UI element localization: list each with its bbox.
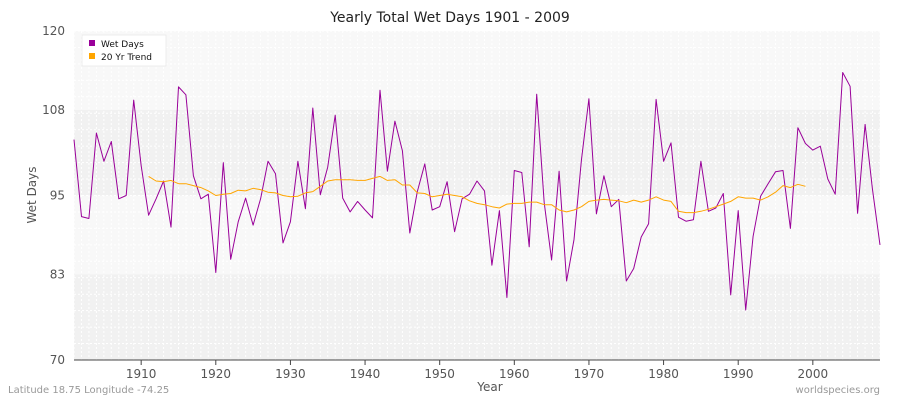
chart-title: Yearly Total Wet Days 1901 - 2009 [329, 10, 570, 26]
x-tick-label: 1990 [723, 367, 754, 381]
x-tick-label: 1950 [424, 367, 455, 381]
series-line-trend [148, 175, 806, 214]
y-tick-label: 108 [42, 103, 65, 117]
x-tick-label: 2000 [798, 367, 829, 381]
footer-coordinates: Latitude 18.75 Longitude -74.25 [8, 385, 169, 396]
legend-swatch-trend [89, 53, 95, 59]
x-tick-label: 1930 [275, 367, 306, 381]
y-tick-label: 70 [50, 353, 65, 367]
y-tick-label: 120 [42, 24, 65, 38]
x-tick-label: 1940 [350, 367, 381, 381]
plot-band [74, 31, 880, 110]
x-tick-label: 1970 [574, 367, 605, 381]
series-layer [73, 72, 881, 311]
legend-label-trend: 20 Yr Trend [101, 53, 152, 63]
y-tick-label: 83 [50, 267, 65, 281]
legend-swatch-wet-days [89, 40, 95, 46]
x-axis-label: Year [476, 380, 502, 394]
x-tick-label: 1980 [648, 367, 679, 381]
legend: Wet Days 20 Yr Trend [81, 34, 167, 67]
x-tick-labels: 1910 1920 1930 1940 1950 1960 1970 1980 1990 2000 [126, 360, 828, 381]
y-tick-labels: 70 83 95 108 120 [42, 24, 65, 367]
footer-source: worldspecies.org [796, 385, 880, 396]
x-tick-label: 1910 [126, 367, 157, 381]
legend-box [81, 34, 167, 67]
grid [73, 30, 881, 361]
x-tick-label: 1960 [499, 367, 530, 381]
y-axis-label: Wet Days [25, 166, 39, 223]
series-line-wet-days [73, 72, 881, 311]
legend-label-wet-days: Wet Days [101, 40, 144, 50]
x-tick-label: 1920 [201, 367, 232, 381]
y-tick-label: 95 [50, 189, 65, 203]
